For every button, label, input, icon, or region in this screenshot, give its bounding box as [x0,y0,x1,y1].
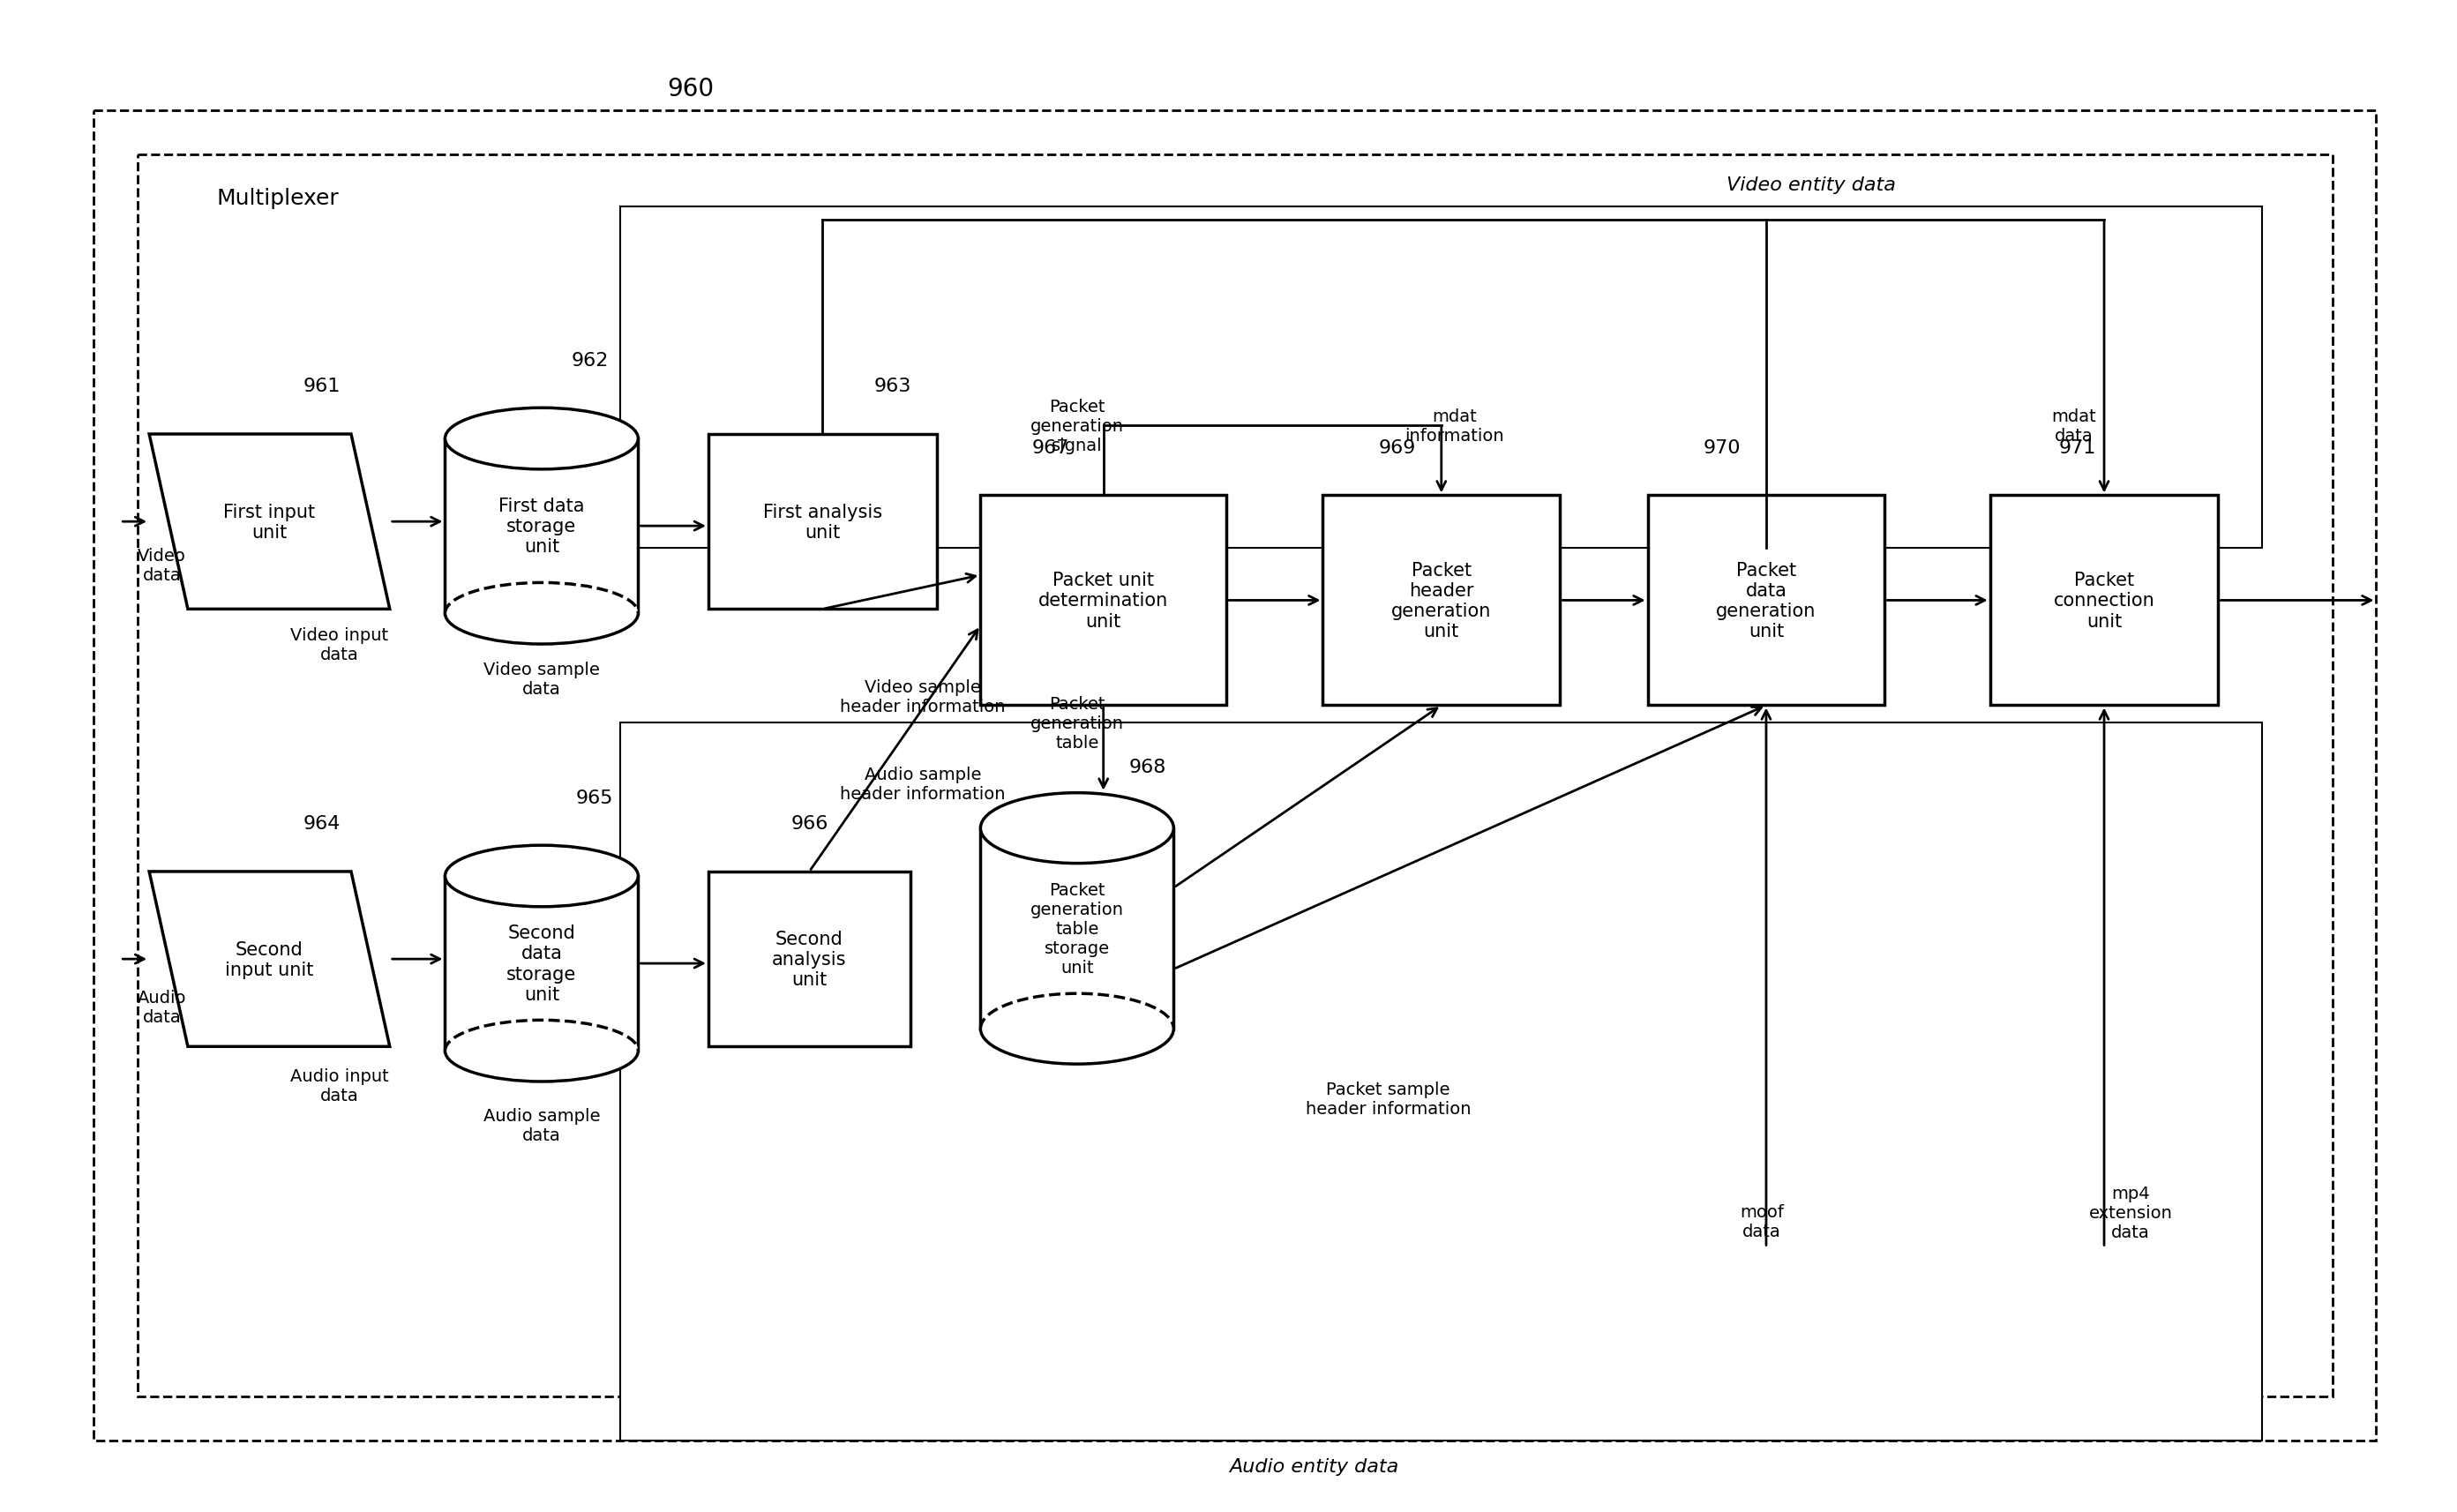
Text: Packet sample
header information: Packet sample header information [1305,1081,1472,1117]
Text: Second
analysis
unit: Second analysis unit [771,930,848,989]
Text: 963: 963 [875,378,912,395]
Text: Video
data: Video data [138,547,187,584]
FancyBboxPatch shape [445,877,639,1051]
Text: 969: 969 [1378,438,1415,457]
Text: 960: 960 [668,77,715,101]
FancyBboxPatch shape [980,829,1174,1030]
Text: 970: 970 [1703,438,1742,457]
FancyBboxPatch shape [1322,496,1560,706]
Text: First analysis
unit: First analysis unit [764,503,882,541]
Ellipse shape [445,845,639,907]
FancyBboxPatch shape [93,110,2376,1441]
FancyBboxPatch shape [1649,496,1885,706]
Ellipse shape [980,794,1174,863]
Ellipse shape [445,584,639,644]
Text: mp4
extension
data: mp4 extension data [2088,1185,2172,1241]
Text: Audio
data: Audio data [138,989,187,1025]
Text: Packet
generation
signal: Packet generation signal [1029,398,1123,454]
Text: 966: 966 [791,815,828,833]
Text: Second
input unit: Second input unit [226,940,314,978]
FancyBboxPatch shape [708,872,909,1046]
Text: Video entity data: Video entity data [1727,177,1897,194]
Text: 964: 964 [305,815,342,833]
Text: Multiplexer: Multiplexer [216,187,339,209]
Text: Second
data
storage
unit: Second data storage unit [506,924,577,1002]
Text: First data
storage
unit: First data storage unit [499,497,585,556]
Text: Audio sample
data: Audio sample data [484,1107,600,1143]
FancyBboxPatch shape [980,496,1226,706]
Text: 962: 962 [570,351,609,369]
Text: Video sample
header information: Video sample header information [840,679,1005,715]
Text: moof
data: moof data [1740,1204,1784,1240]
Text: Video sample
data: Video sample data [484,661,600,697]
Text: Video input
data: Video input data [290,626,388,662]
Text: Packet
data
generation
unit: Packet data generation unit [1715,561,1816,640]
FancyBboxPatch shape [622,723,2263,1441]
Text: Packet
generation
table: Packet generation table [1029,696,1123,751]
Ellipse shape [445,408,639,470]
Text: mdat
information: mdat information [1405,408,1504,445]
Text: Packet
connection
unit: Packet connection unit [2054,572,2155,631]
FancyBboxPatch shape [138,154,2332,1397]
Polygon shape [150,434,391,609]
Text: Packet
generation
table
storage
unit: Packet generation table storage unit [1029,881,1123,975]
Text: Packet
header
generation
unit: Packet header generation unit [1391,561,1491,640]
Text: Audio sample
header information: Audio sample header information [840,767,1005,803]
Text: 971: 971 [2059,438,2096,457]
FancyBboxPatch shape [708,434,936,609]
Text: mdat
data: mdat data [2052,408,2096,445]
Text: Audio input
data: Audio input data [290,1067,388,1104]
Text: Packet unit
determination
unit: Packet unit determination unit [1039,572,1170,631]
Text: First input
unit: First input unit [224,503,314,541]
FancyBboxPatch shape [1990,496,2219,706]
Polygon shape [150,872,391,1046]
Text: 965: 965 [575,789,612,806]
FancyBboxPatch shape [445,438,639,614]
Text: 968: 968 [1128,758,1167,776]
Text: 961: 961 [305,378,342,395]
Text: 967: 967 [1032,438,1069,457]
Ellipse shape [445,1021,639,1081]
FancyBboxPatch shape [622,207,2263,549]
Text: Audio entity data: Audio entity data [1228,1458,1398,1476]
Ellipse shape [980,993,1174,1064]
